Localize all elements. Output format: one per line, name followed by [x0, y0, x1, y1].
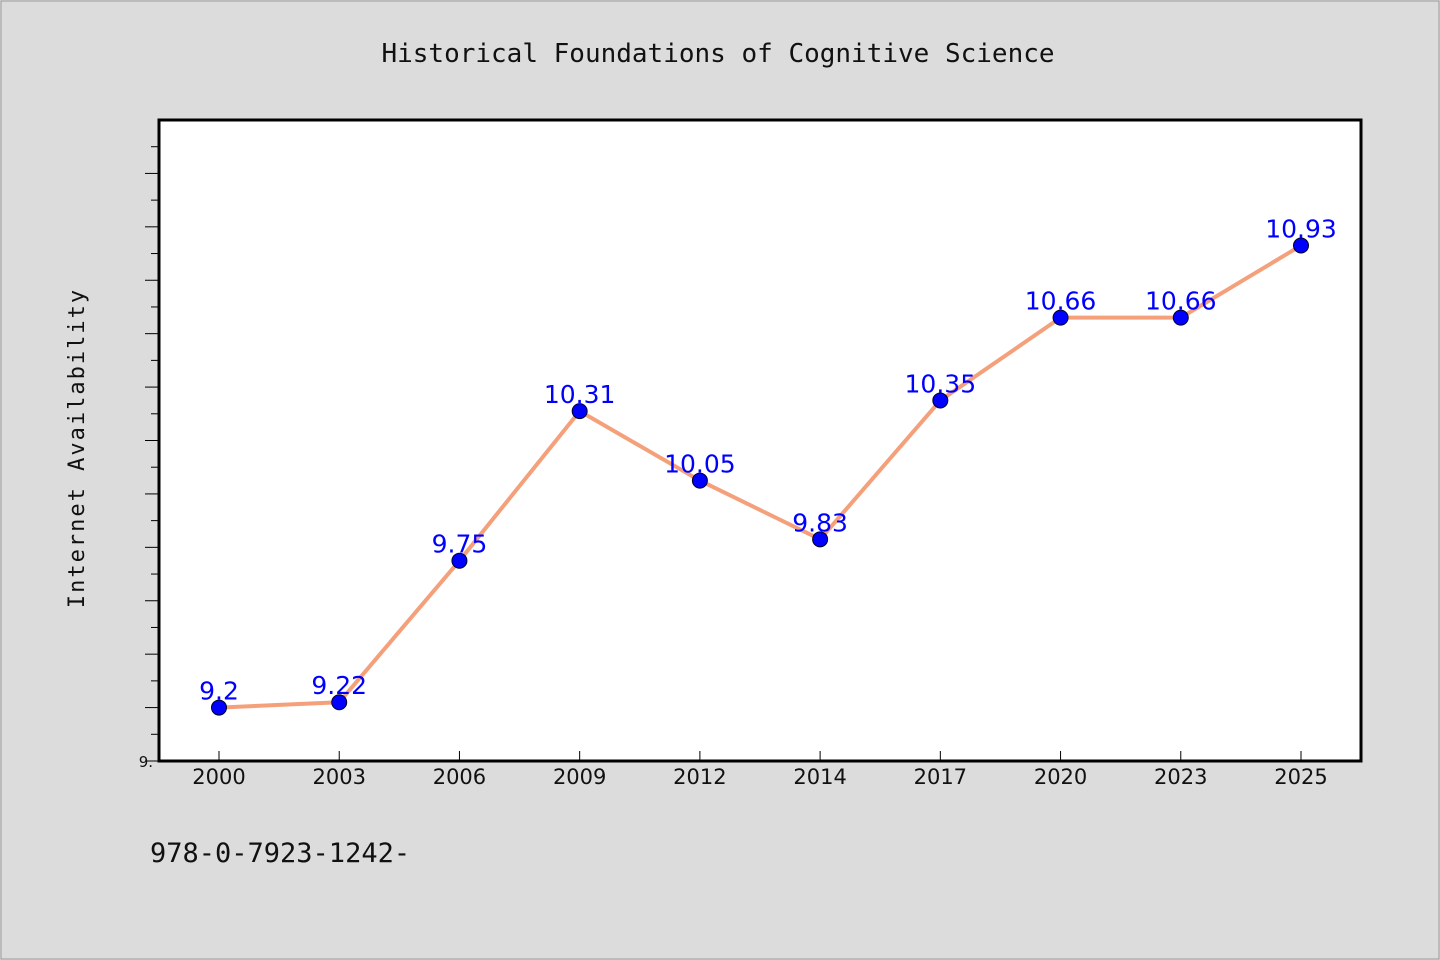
data-point-marker — [691, 472, 708, 489]
x-tick-label: 2006 — [433, 765, 486, 789]
data-point-marker — [932, 392, 949, 409]
y-axis-ticks: 9. — [139, 146, 159, 771]
data-label: 10.93 — [1265, 215, 1337, 244]
data-point-marker — [331, 694, 348, 711]
data-point-marker — [211, 699, 227, 716]
chart-title: Historical Foundations of Cognitive Scie… — [381, 39, 1054, 69]
data-label: 9.83 — [792, 508, 848, 537]
x-tick-label: 2012 — [673, 765, 726, 789]
x-tick-label: 2000 — [192, 765, 245, 789]
data-label: 10.35 — [905, 369, 977, 398]
x-tick-label: 2023 — [1154, 765, 1207, 789]
data-label: 10.66 — [1025, 287, 1097, 316]
series-line — [217, 243, 1303, 710]
data-label: 10.05 — [664, 450, 736, 479]
plot-frame — [157, 118, 1363, 763]
x-tick-label: 2020 — [1034, 765, 1087, 789]
x-tick-label: 2025 — [1274, 765, 1327, 789]
data-label: 9.2 — [199, 677, 239, 706]
marker-group — [211, 237, 1309, 716]
data-label-group: 9.2 9.22 9.75 10.31 10.05 9.83 10.35 10.66 10.66… — [199, 215, 1337, 706]
y-tick-label: 9. — [139, 753, 153, 771]
footnote: 978-0-7923-1242- — [150, 838, 410, 869]
x-tick-label: 2017 — [914, 765, 967, 789]
data-point-marker — [812, 531, 829, 548]
data-point-marker — [1052, 309, 1069, 326]
data-label: 10.66 — [1145, 287, 1217, 316]
x-tick-label: 2014 — [793, 765, 846, 789]
plot-area — [159, 120, 1361, 761]
x-tick-label: 2003 — [312, 765, 365, 789]
data-label: 9.75 — [432, 530, 488, 559]
data-point-marker — [1293, 237, 1309, 254]
data-label: 9.22 — [311, 671, 367, 700]
x-axis-ticks: 2000 2003 2006 2009 2012 2014 2017 2020 2023 2025 — [192, 751, 1328, 789]
data-point-marker — [451, 552, 468, 569]
data-point-marker — [1172, 309, 1189, 326]
x-tick-label: 2009 — [553, 765, 606, 789]
data-point-marker — [571, 403, 588, 420]
series-line-group — [217, 243, 1303, 710]
y-axis-label: Internet Availability — [65, 288, 90, 608]
data-label: 10.31 — [544, 380, 616, 409]
